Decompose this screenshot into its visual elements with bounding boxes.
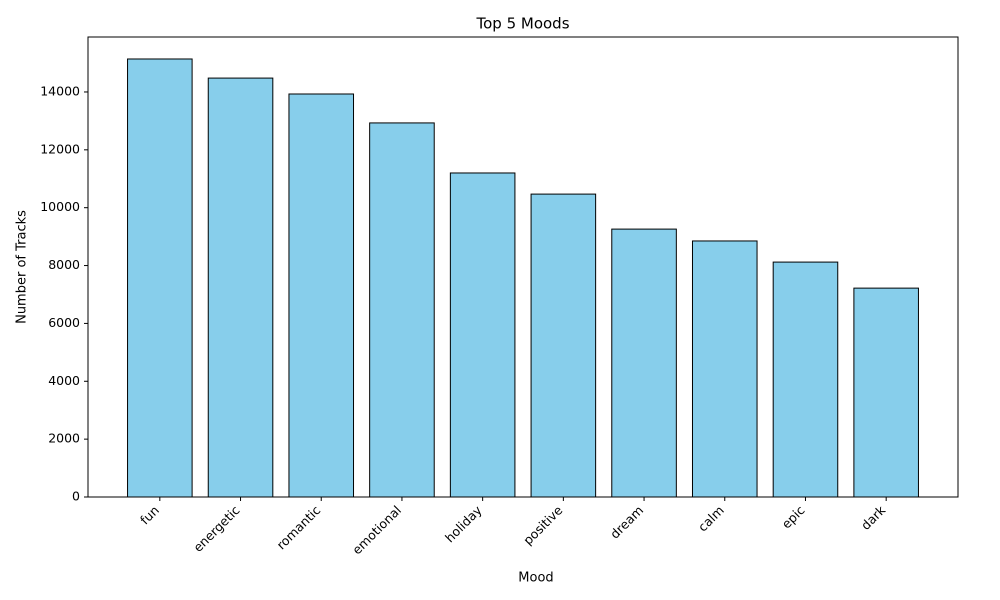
chart-title: Top 5 Moods <box>475 15 569 33</box>
y-tick-label: 14000 <box>40 83 80 98</box>
x-tick-label: dream <box>607 503 646 542</box>
y-tick-label: 10000 <box>40 199 80 214</box>
bar <box>288 93 355 498</box>
x-tick-label: calm <box>695 503 727 535</box>
bar <box>611 228 677 498</box>
plot-frame <box>87 36 959 498</box>
bar <box>691 240 758 498</box>
bar <box>530 193 597 498</box>
x-axis-label: Mood <box>518 571 553 586</box>
y-tick-label: 6000 <box>48 315 80 330</box>
bar <box>449 172 516 498</box>
bar <box>369 122 435 498</box>
x-tick-label: holiday <box>442 502 485 545</box>
y-tick-label: 8000 <box>48 257 80 272</box>
y-tick-label: 2000 <box>48 431 80 446</box>
y-axis-label: Number of Tracks <box>15 210 30 324</box>
bar <box>853 287 919 498</box>
x-tick-label: romantic <box>273 502 323 552</box>
bar <box>127 58 193 498</box>
x-tick-label: emotional <box>349 503 404 558</box>
y-tick-label: 4000 <box>48 373 80 388</box>
y-tick-label: 12000 <box>40 141 80 156</box>
x-tick-label: epic <box>779 502 808 531</box>
x-tick-label: fun <box>137 503 162 528</box>
y-tick-label: 0 <box>72 489 80 504</box>
bar <box>207 77 274 498</box>
x-tick-label: energetic <box>190 502 242 554</box>
bar <box>772 261 839 498</box>
x-tick-label: positive <box>520 502 565 547</box>
x-tick-label: dark <box>858 502 889 533</box>
